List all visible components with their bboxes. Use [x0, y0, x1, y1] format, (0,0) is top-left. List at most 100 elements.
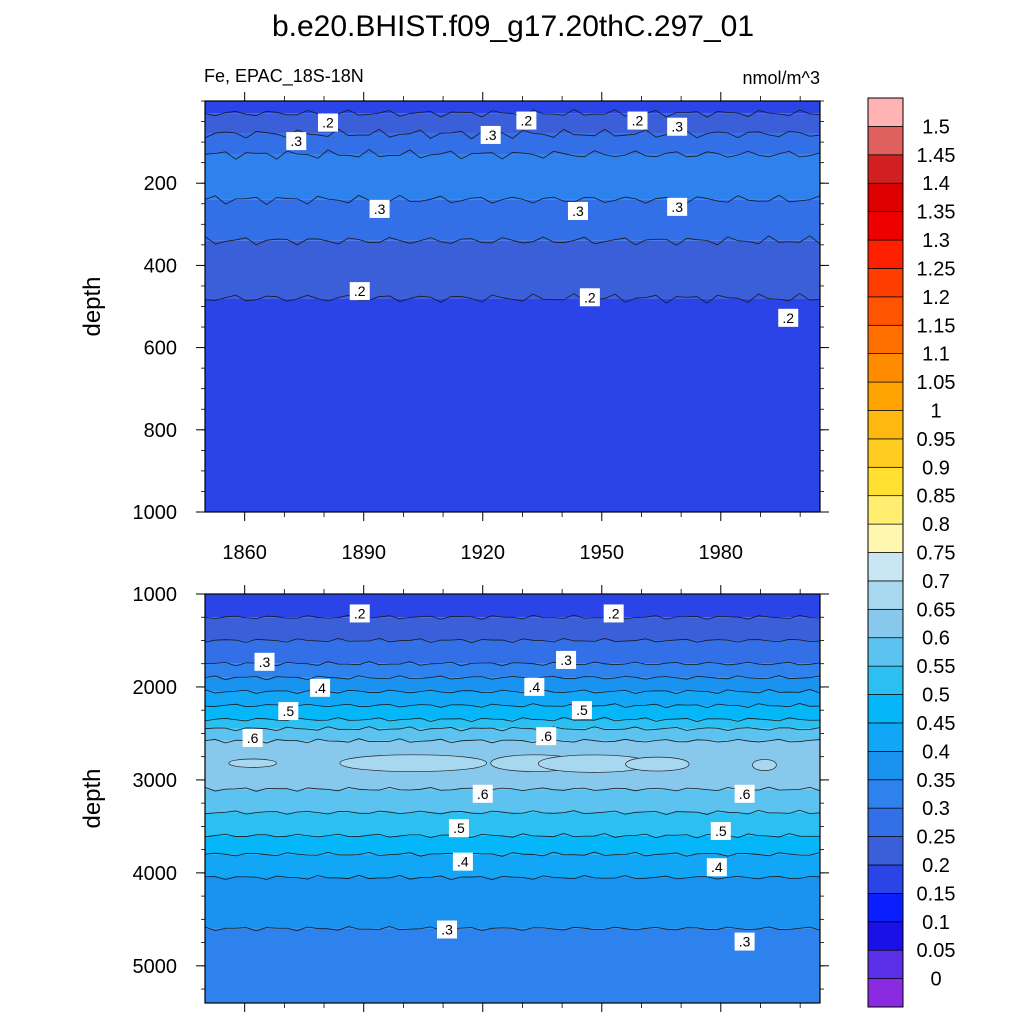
y-tick-label: 200: [144, 173, 177, 195]
contour-max-patch: [339, 754, 488, 772]
contour-line: [204, 874, 821, 881]
contour-band: [205, 691, 820, 706]
colorbar-tick-label: 1: [930, 400, 941, 422]
contour-label: .5: [448, 819, 469, 838]
colorbar-tick-label: 0.45: [917, 713, 956, 735]
contour-label: .5: [710, 821, 731, 840]
colorbar-swatch: [867, 779, 904, 809]
contour-line: [204, 128, 821, 140]
top-panel: .2 .3 .3 .2 .2 .3 .3 .3 .3 .2 .2 .2 200 400 600 800 1000…: [79, 92, 829, 564]
contour-band: [205, 663, 820, 678]
contour-label-box: [603, 604, 624, 623]
contour-label: .5: [278, 702, 299, 721]
contour-label: .4: [524, 677, 545, 696]
contour-line: [204, 786, 821, 792]
contour-label-box: [778, 308, 799, 327]
colorbar-swatch: [867, 637, 904, 667]
contour-band: [205, 877, 820, 929]
colorbar-swatch: [867, 836, 904, 866]
contour-band: [205, 928, 820, 1003]
y-tick-label: 2000: [133, 677, 178, 699]
contour-max-patch: [752, 759, 777, 771]
colorbar-swatch: [867, 552, 904, 582]
colorbar-tick-label: 1.2: [922, 287, 950, 309]
panel-frame: [204, 593, 821, 1004]
contour-line: [204, 809, 821, 815]
colorbar-tick-label: 0.95: [917, 429, 956, 451]
contour-label-text: .3: [485, 127, 497, 143]
y-tick-label: 400: [144, 255, 177, 277]
contour-label: .3: [437, 920, 458, 939]
y-tick-label: 600: [144, 338, 177, 360]
contour-band: [205, 594, 820, 618]
colorbar-swatch: [867, 608, 904, 639]
colorbar-tick-label: 0.5: [922, 685, 950, 707]
contour-band: [205, 298, 820, 512]
contour-label: .3: [567, 201, 588, 220]
y-tick-label: 1000: [133, 584, 178, 606]
contour-label-text: .3: [290, 133, 302, 149]
variable-label: Fe, EPAC_18S-18N: [204, 66, 364, 87]
y-tick-label: 4000: [133, 863, 178, 885]
y-tick-label: 800: [144, 420, 177, 442]
contour-label-text: .6: [540, 728, 552, 744]
contour-label: .4: [310, 678, 331, 697]
contour-label-box: [571, 701, 592, 720]
contour-label-text: .2: [632, 113, 644, 129]
contour-label-text: .2: [354, 605, 366, 621]
colorbar-swatch: [867, 807, 904, 837]
colorbar-swatch: [867, 893, 904, 923]
contour-label-text: .3: [671, 199, 683, 215]
colorbar-tick-label: 1.3: [922, 230, 950, 252]
colorbar-swatch: [867, 268, 904, 298]
contour-label-box: [349, 604, 370, 623]
contour-label: .2: [349, 604, 370, 623]
contour-band: [205, 133, 820, 155]
contour-label: .6: [472, 784, 493, 803]
contour-label-text: .2: [608, 605, 620, 621]
contour-label-box: [254, 652, 275, 671]
colorbar-swatch: [867, 864, 904, 894]
contour-label: .2: [318, 113, 338, 132]
colorbar-tick-label: 0.05: [917, 940, 956, 962]
contour-label: .3: [254, 652, 275, 671]
contour-label-box: [556, 650, 577, 669]
contour-label-box: [472, 784, 493, 803]
colorbar-swatch: [867, 324, 904, 355]
colorbar-swatch: [867, 750, 904, 781]
colorbar-swatch: [867, 239, 904, 269]
contour-label: .2: [516, 111, 537, 130]
contour-label-box: [448, 819, 469, 838]
contour-band: [205, 154, 820, 200]
colorbar-tick-label: 0.1: [922, 912, 950, 934]
contour-band: [205, 812, 820, 836]
contour-label: .2: [603, 604, 624, 623]
contour-label-text: .3: [572, 203, 584, 219]
contour-label-box: [524, 677, 545, 696]
contour-label-box: [627, 111, 648, 130]
contour-label-text: .2: [322, 115, 334, 131]
contour-band: [205, 640, 820, 664]
colorbar-swatch: [867, 523, 904, 553]
colorbar-swatch: [867, 921, 904, 951]
contour-max-patch: [625, 756, 690, 772]
contour-label-text: .5: [715, 823, 727, 839]
contour-band: [205, 113, 820, 134]
contour-label: .6: [242, 729, 263, 748]
colorbar-tick-label: 0.3: [922, 798, 950, 820]
contour-line: [204, 716, 821, 723]
contour-label-box: [318, 113, 338, 132]
contour-label: .2: [349, 282, 370, 301]
contour-label-box: [579, 288, 600, 307]
contour-label: .3: [734, 932, 755, 951]
contour-label: .3: [480, 125, 501, 144]
contour-label: .2: [579, 288, 600, 307]
contour-label-box: [278, 702, 299, 721]
contour-band: [205, 101, 820, 114]
contour-label: .2: [778, 308, 799, 327]
colorbar-swatch: [867, 495, 904, 525]
colorbar-frame: [867, 97, 904, 1008]
colorbar-swatch: [867, 722, 904, 752]
contour-label-box: [667, 197, 688, 216]
contour-label-box: [567, 201, 588, 220]
